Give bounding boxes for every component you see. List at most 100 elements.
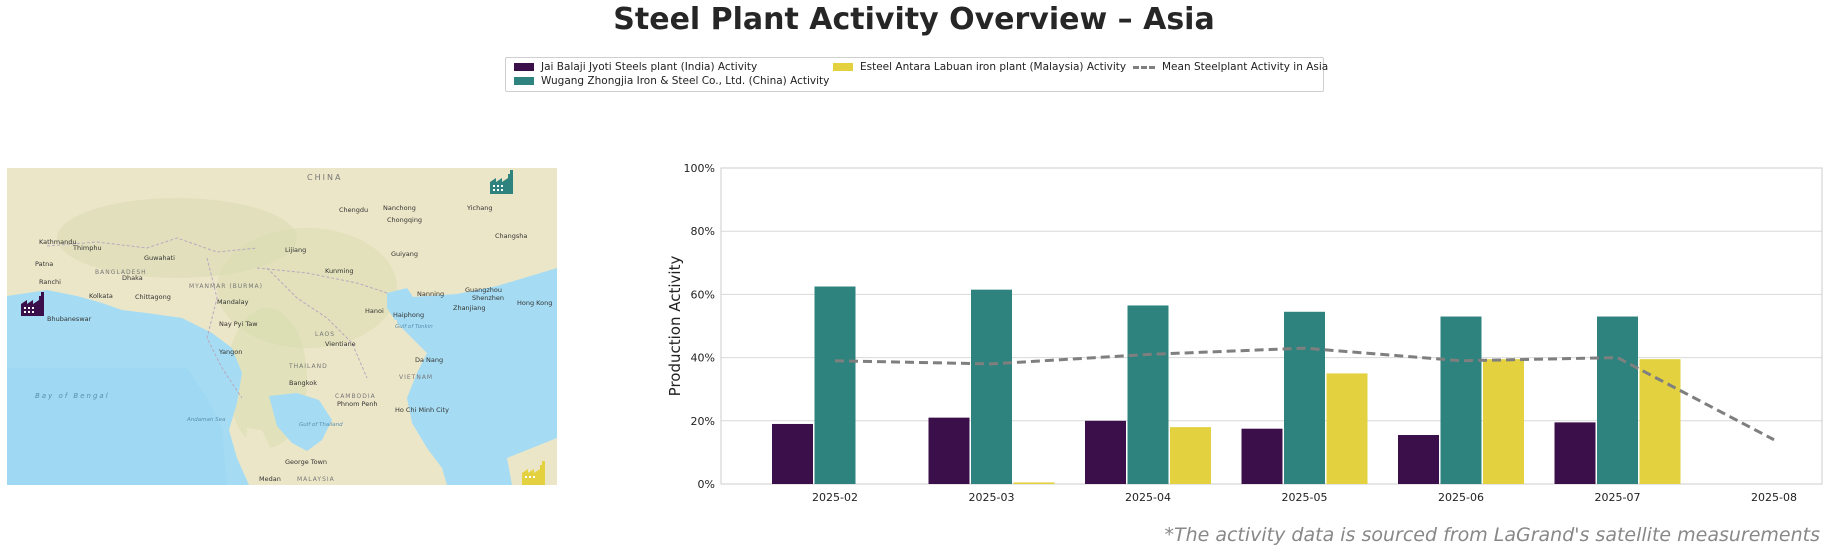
map-label-guangzhou: Guangzhou (465, 286, 502, 294)
bar-india-2025-07 (1554, 422, 1596, 484)
legend-item-india: Jai Balaji Jyoti Steels plant (India) Ac… (514, 61, 757, 73)
data-source-footnote: *The activity data is sourced from LaGra… (1164, 524, 1820, 546)
map-label-chongqing: Chongqing (387, 216, 422, 224)
page-title: Steel Plant Activity Overview – Asia (613, 2, 1215, 37)
map-label-nanchong: Nanchong (383, 204, 416, 212)
mean-activity-line (834, 346, 1775, 442)
legend-swatch-china (514, 77, 534, 85)
legend-label-china: Wugang Zhongjia Iron & Steel Co., Ltd. (… (541, 75, 830, 87)
x-tick-label: 2025-03 (969, 491, 1015, 504)
map-label-hanoi: Hanoi (365, 307, 384, 315)
asia-map: CHINA Chengdu Nanchong Chongqing Yichang… (7, 168, 557, 485)
legend-label-malaysia: Esteel Antara Labuan iron plant (Malaysi… (860, 61, 1127, 73)
map-label-naypyitaw: Nay Pyi Taw (219, 320, 258, 328)
x-tick-label: 2025-08 (1751, 491, 1797, 504)
map-label-shenzhen: Shenzhen (472, 294, 504, 302)
map-label-laos: LAOS (315, 331, 335, 338)
map-label-yangon: Yangon (218, 348, 242, 356)
map-label-nanning: Nanning (417, 290, 444, 298)
y-tick-label: 100% (684, 162, 715, 175)
map-label-changsha: Changsha (495, 232, 527, 240)
x-axis-ticks: 2025-02 2025-03 2025-04 2025-05 2025-06 2025-… (812, 491, 1797, 504)
chart-legend: Jai Balaji Jyoti Steels plant (India) Ac… (505, 57, 1328, 92)
map-label-danang: Da Nang (415, 356, 443, 364)
bar-india-2025-03 (928, 417, 970, 484)
map-label-kunming: Kunming (325, 267, 354, 275)
legend-item-china: Wugang Zhongjia Iron & Steel Co., Ltd. (… (514, 75, 829, 87)
map-label-mandalay: Mandalay (217, 298, 249, 306)
map-label-vientiane: Vientiane (325, 340, 356, 348)
map-label-georgetown: George Town (285, 458, 327, 466)
map-label-patna: Patna (35, 260, 53, 268)
bar-malaysia-2025-04 (1170, 427, 1211, 484)
bar-china-2025-02 (814, 286, 856, 484)
bar-india-2025-02 (772, 423, 813, 484)
map-label-myanmar: MYANMAR (BURMA) (189, 283, 263, 290)
map-label-hongkong: Hong Kong (517, 299, 552, 307)
y-tick-label: 0% (698, 478, 715, 491)
map-label-kathmandu: Kathmandu (39, 238, 76, 246)
map-label-phnompenh: Phnom Penh (337, 400, 377, 408)
country-border (266, 267, 368, 379)
y-axis-label: Production Activity (666, 256, 684, 397)
map-label-dhaka: Dhaka (122, 274, 143, 282)
bar-china-2025-05 (1284, 311, 1325, 484)
legend-swatch-mean (1133, 65, 1155, 69)
map-label-chengdu: Chengdu (339, 206, 368, 214)
bar-malaysia-2025-07 (1639, 359, 1681, 484)
south-china-sea-water (397, 268, 557, 485)
y-axis-ticks: 0% 20% 40% 60% 80% 100% (684, 162, 715, 491)
bar-malaysia-2025-06 (1483, 359, 1524, 484)
legend-swatch-malaysia (833, 63, 853, 71)
map-label-andaman: Andaman Sea (186, 417, 226, 423)
bar-india-2025-05 (1241, 428, 1283, 484)
map-labels: CHINA Chengdu Nanchong Chongqing Yichang… (35, 173, 552, 483)
bar-malaysia-2025-05 (1326, 373, 1368, 484)
bar-china-2025-06 (1440, 316, 1482, 484)
map-label-medan: Medan (259, 475, 281, 483)
map-label-vietnam: VIETNAM (399, 374, 433, 381)
map-label-kolkata: Kolkata (89, 292, 113, 300)
deep-water-shade (7, 368, 227, 485)
chart-mean-line (834, 346, 1775, 442)
map-label-yichang: Yichang (466, 204, 492, 212)
gulf-of-thailand-water (269, 393, 332, 451)
legend-label-mean: Mean Steelplant Activity in Asia (1162, 61, 1329, 73)
bar-india-2025-04 (1085, 420, 1126, 484)
x-tick-label: 2025-02 (812, 491, 858, 504)
legend-swatch-india (514, 63, 534, 71)
india-plant-marker-icon (21, 292, 44, 316)
map-label-chittagong: Chittagong (135, 293, 171, 301)
map-label-malaysia: MALAYSIA (297, 476, 335, 483)
bar-china-2025-07 (1597, 316, 1638, 484)
y-tick-label: 80% (691, 225, 715, 238)
map-label-bay-of-bengal: Bay of Bengal (35, 392, 110, 400)
chart-bars (772, 286, 1681, 484)
map-label-cambodia: CAMBODIA (335, 393, 376, 400)
map-label-thailand: THAILAND (288, 363, 328, 370)
map-label-china: CHINA (307, 173, 342, 182)
legend-label-india: Jai Balaji Jyoti Steels plant (India) Ac… (541, 61, 758, 73)
x-tick-label: 2025-06 (1438, 491, 1484, 504)
map-label-haiphong: Haiphong (393, 311, 424, 319)
map-label-gulf-tonkin: Gulf of Tonkin (395, 324, 433, 330)
gulf-of-tonkin-water (387, 288, 417, 320)
country-border (46, 237, 258, 253)
map-label-bhubaneswar: Bhubaneswar (47, 315, 92, 323)
bar-china-2025-03 (971, 289, 1012, 484)
country-border (206, 257, 243, 399)
malaysia-plant-marker-icon (522, 461, 545, 485)
y-tick-label: 60% (691, 288, 715, 301)
bar-malaysia-2025-03 (1013, 482, 1055, 484)
map-label-zhanjiang: Zhanjiang (453, 304, 486, 312)
map-label-lijiang: Lijiang (285, 246, 306, 254)
malay-peninsula-land (245, 428, 287, 485)
map-label-bangladesh: BANGLADESH (95, 269, 147, 276)
map-label-bangkok: Bangkok (289, 379, 317, 387)
map-label-ranchi: Ranchi (39, 278, 61, 286)
bar-india-2025-06 (1398, 435, 1439, 484)
y-tick-label: 20% (691, 415, 715, 428)
legend-item-malaysia: Esteel Antara Labuan iron plant (Malaysi… (833, 61, 1126, 73)
legend-item-mean: Mean Steelplant Activity in Asia (1133, 61, 1328, 73)
